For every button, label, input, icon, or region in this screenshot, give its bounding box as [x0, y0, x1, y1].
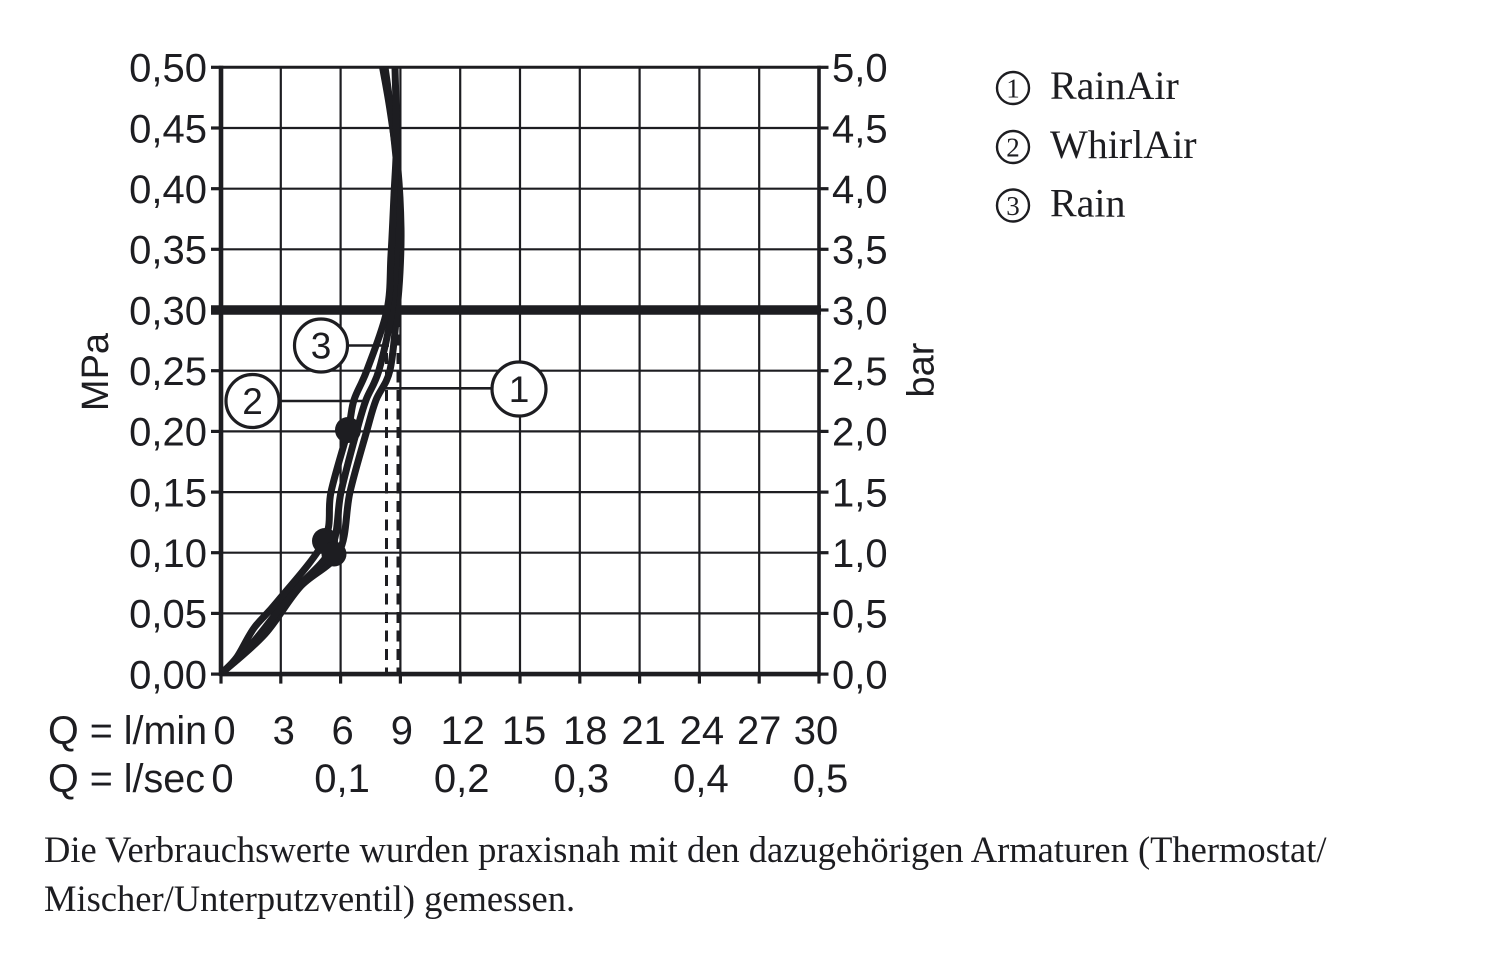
- svg-text:0,10: 0,10: [129, 532, 207, 576]
- svg-text:Die Verbrauchswerte wurden pra: Die Verbrauchswerte wurden praxisnah mit…: [44, 829, 1327, 870]
- svg-text:24: 24: [680, 709, 725, 753]
- svg-text:WhirlAir: WhirlAir: [1050, 122, 1197, 167]
- svg-text:3: 3: [273, 709, 295, 753]
- svg-text:9: 9: [391, 709, 413, 753]
- svg-text:0,4: 0,4: [673, 757, 729, 801]
- svg-text:3: 3: [311, 326, 332, 367]
- svg-text:0,45: 0,45: [129, 107, 207, 151]
- svg-text:0,5: 0,5: [832, 593, 888, 637]
- svg-text:12: 12: [440, 709, 485, 753]
- svg-text:0,30: 0,30: [129, 289, 207, 333]
- svg-text:0,50: 0,50: [129, 47, 207, 91]
- svg-text:0,05: 0,05: [129, 593, 207, 637]
- svg-text:0,20: 0,20: [129, 411, 207, 455]
- svg-text:0,5: 0,5: [793, 757, 849, 801]
- svg-text:0,2: 0,2: [434, 757, 490, 801]
- svg-text:3,5: 3,5: [832, 229, 888, 273]
- svg-text:4,5: 4,5: [832, 107, 888, 151]
- svg-text:0,1: 0,1: [314, 757, 370, 801]
- svg-text:27: 27: [737, 709, 782, 753]
- svg-text:1: 1: [509, 369, 530, 410]
- svg-text:1: 1: [1006, 73, 1020, 103]
- svg-text:5,0: 5,0: [832, 47, 888, 91]
- svg-text:3,0: 3,0: [832, 289, 888, 333]
- svg-text:2,5: 2,5: [832, 350, 888, 394]
- svg-text:0: 0: [211, 757, 233, 801]
- svg-text:2,0: 2,0: [832, 411, 888, 455]
- svg-text:0,35: 0,35: [129, 229, 207, 273]
- svg-text:1,5: 1,5: [832, 471, 888, 515]
- svg-text:0: 0: [213, 709, 235, 753]
- svg-text:2: 2: [1006, 132, 1020, 162]
- svg-text:bar: bar: [901, 342, 943, 397]
- svg-text:18: 18: [563, 709, 608, 753]
- svg-text:Q = l/min: Q = l/min: [48, 709, 207, 753]
- svg-text:6: 6: [331, 709, 353, 753]
- svg-text:RainAir: RainAir: [1050, 63, 1179, 108]
- svg-text:0,0: 0,0: [832, 653, 888, 697]
- svg-text:0,3: 0,3: [553, 757, 609, 801]
- svg-text:0,15: 0,15: [129, 471, 207, 515]
- svg-text:0,25: 0,25: [129, 350, 207, 394]
- svg-text:Rain: Rain: [1050, 181, 1126, 226]
- svg-text:30: 30: [794, 709, 839, 753]
- svg-text:0,00: 0,00: [129, 653, 207, 697]
- svg-text:3: 3: [1006, 191, 1020, 221]
- svg-text:21: 21: [621, 709, 666, 753]
- svg-text:0,40: 0,40: [129, 168, 207, 212]
- svg-text:15: 15: [502, 709, 547, 753]
- svg-text:1,0: 1,0: [832, 532, 888, 576]
- svg-text:2: 2: [242, 381, 263, 422]
- svg-text:Q = l/sec: Q = l/sec: [48, 757, 205, 801]
- svg-text:MPa: MPa: [75, 332, 117, 411]
- svg-text:Mischer/Unterputzventil) gemes: Mischer/Unterputzventil) gemessen.: [44, 878, 575, 919]
- svg-text:4,0: 4,0: [832, 168, 888, 212]
